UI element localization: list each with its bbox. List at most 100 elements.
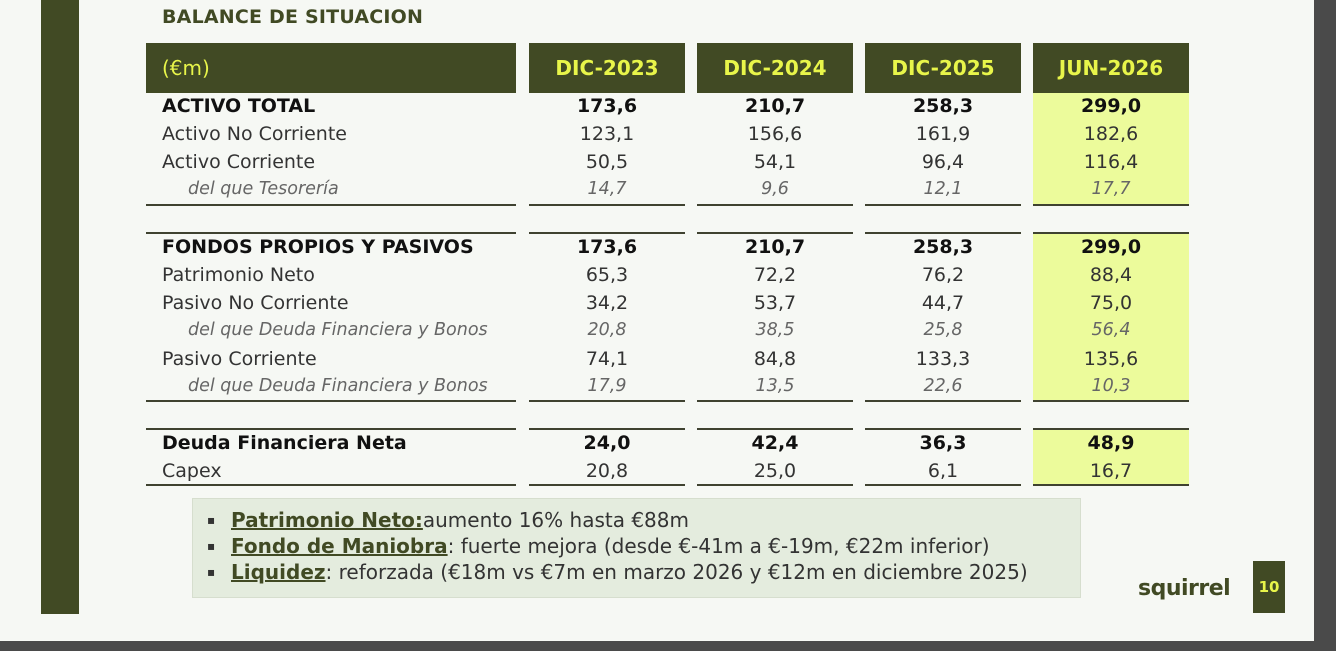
row-value: 9,6 (761, 179, 789, 199)
table-rule (529, 232, 685, 234)
table-rule (146, 428, 516, 430)
row-value: 84,8 (753, 348, 797, 370)
table-row: del que Tesorería 14,7 9,6 12,1 17,7 (0, 176, 1336, 204)
row-value: 6,1 (927, 460, 959, 482)
row-value: 299,0 (1080, 236, 1142, 258)
table-rule (1033, 204, 1189, 206)
row-value: 10,3 (1091, 376, 1131, 396)
row-value: 38,5 (755, 320, 795, 340)
row-value: 173,6 (576, 95, 638, 117)
row-value: 116,4 (1083, 151, 1139, 173)
row-label: FONDOS PROPIOS Y PASIVOS (162, 236, 474, 258)
header-col-jun-2026: JUN-2026 (1033, 43, 1189, 93)
table-rule (529, 204, 685, 206)
table-rule (1033, 232, 1189, 234)
table-rule (146, 232, 516, 234)
row-value: 75,0 (1089, 292, 1133, 314)
table-row: Activo Corriente 50,5 54,1 96,4 116,4 (0, 148, 1336, 176)
note-key: Liquidez (231, 560, 326, 584)
header-col-dic-2023: DIC-2023 (529, 43, 685, 93)
row-value: 25,8 (923, 320, 963, 340)
table-rule (1033, 428, 1189, 430)
row-value: 16,7 (1089, 460, 1133, 482)
row-value: 299,0 (1080, 95, 1142, 117)
table-row: Pasivo No Corriente 34,2 53,7 44,7 75,0 (0, 289, 1336, 317)
row-value: 14,7 (587, 179, 627, 199)
header-col-dic-2025: DIC-2025 (865, 43, 1021, 93)
row-label: Capex (162, 460, 222, 482)
row-value: 133,3 (915, 348, 971, 370)
square-bullet-icon: ▪ (207, 539, 216, 553)
row-value: 76,2 (921, 264, 965, 286)
table-rule (146, 484, 516, 486)
squirrel-logo: squirrel (1138, 576, 1231, 601)
row-value: 123,1 (579, 123, 635, 145)
row-value: 88,4 (1089, 264, 1133, 286)
row-value: 24,0 (583, 432, 631, 454)
table-row: Pasivo Corriente 74,1 84,8 133,3 135,6 (0, 345, 1336, 373)
note-key: Fondo de Maniobra (231, 534, 448, 558)
row-value: 96,4 (921, 151, 965, 173)
note-text: : reforzada (€18m vs €7m en marzo 2026 y… (325, 560, 1028, 584)
row-value: 44,7 (921, 292, 965, 314)
row-label: Patrimonio Neto (162, 264, 315, 286)
note-text: : fuerte mejora (desde €-41m a €-19m, €2… (447, 534, 990, 558)
row-value: 34,2 (585, 292, 629, 314)
header-units: (€m) (146, 43, 516, 93)
table-rule (146, 400, 516, 402)
row-value: 210,7 (744, 236, 806, 258)
page-title: BALANCE DE SITUACION (162, 6, 424, 28)
row-value: 12,1 (923, 179, 963, 199)
table-row: Capex 20,8 25,0 6,1 16,7 (0, 457, 1336, 485)
row-value: 74,1 (585, 348, 629, 370)
row-value: 258,3 (912, 236, 974, 258)
note-item: ▪ Patrimonio Neto: aumento 16% hasta €88… (207, 507, 1080, 533)
row-value: 210,7 (744, 95, 806, 117)
note-item: ▪ Fondo de Maniobra: fuerte mejora (desd… (207, 533, 1080, 559)
row-value: 17,7 (1091, 179, 1131, 199)
table-rule (1033, 400, 1189, 402)
row-value: 48,9 (1087, 432, 1135, 454)
highlight-band-section2 (1033, 233, 1189, 401)
row-label: Pasivo Corriente (162, 348, 317, 370)
row-value: 182,6 (1083, 123, 1139, 145)
row-value: 42,4 (751, 432, 799, 454)
table-rule (865, 428, 1021, 430)
row-value: 135,6 (1083, 348, 1139, 370)
table-row: Activo No Corriente 123,1 156,6 161,9 182,6 (0, 120, 1336, 148)
note-text: aumento 16% hasta €88m (422, 508, 689, 532)
row-value: 65,3 (585, 264, 629, 286)
row-value: 20,8 (587, 320, 627, 340)
table-rule (865, 204, 1021, 206)
table-row: FONDOS PROPIOS Y PASIVOS 173,6 210,7 258,3 2… (0, 233, 1336, 261)
table-rule (697, 428, 853, 430)
row-value: 25,0 (753, 460, 797, 482)
row-value: 36,3 (919, 432, 967, 454)
row-label: del que Deuda Financiera y Bonos (188, 320, 488, 340)
table-row: del que Deuda Financiera y Bonos 17,9 13,5… (0, 373, 1336, 401)
row-label: ACTIVO TOTAL (162, 95, 316, 117)
table-rule (146, 204, 516, 206)
table-rule (1033, 484, 1189, 486)
row-value: 156,6 (747, 123, 803, 145)
left-accent-bar (41, 0, 79, 614)
table-rule (697, 204, 853, 206)
notes-box: ▪ Patrimonio Neto: aumento 16% hasta €88… (192, 498, 1081, 598)
table-rule (865, 484, 1021, 486)
slide: BALANCE DE SITUACION (€m) DIC-2023 DIC-2… (0, 0, 1314, 641)
row-value: 54,1 (753, 151, 797, 173)
row-label: del que Deuda Financiera y Bonos (188, 376, 488, 396)
note-item: ▪ Liquidez: reforzada (€18m vs €7m en ma… (207, 559, 1080, 585)
table-rule (529, 400, 685, 402)
table-rule (697, 484, 853, 486)
row-label: Activo Corriente (162, 151, 316, 173)
row-value: 258,3 (912, 95, 974, 117)
row-label: Pasivo No Corriente (162, 292, 349, 314)
square-bullet-icon: ▪ (207, 565, 216, 579)
row-value: 22,6 (923, 376, 963, 396)
row-value: 72,2 (753, 264, 797, 286)
table-rule (529, 484, 685, 486)
row-value: 53,7 (753, 292, 797, 314)
header-col-dic-2024: DIC-2024 (697, 43, 853, 93)
table-row: del que Deuda Financiera y Bonos 20,8 38,5… (0, 317, 1336, 345)
